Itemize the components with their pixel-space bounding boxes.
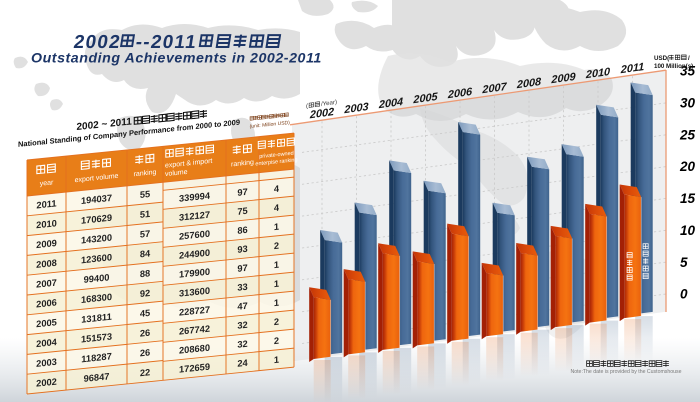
svg-text:1: 1 [274, 222, 279, 232]
svg-text:2009: 2009 [36, 238, 57, 250]
svg-text:2007: 2007 [36, 278, 57, 290]
svg-text:2: 2 [274, 241, 279, 251]
svg-text:51: 51 [140, 209, 150, 220]
svg-text:339994: 339994 [179, 191, 211, 204]
svg-text:143200: 143200 [81, 232, 112, 245]
svg-text:2011: 2011 [620, 61, 644, 76]
svg-text:2004: 2004 [36, 337, 57, 349]
svg-text:private-owned: private-owned [259, 151, 293, 160]
svg-text:170629: 170629 [81, 213, 112, 226]
svg-text:4: 4 [274, 203, 280, 214]
svg-text:0: 0 [680, 287, 688, 302]
svg-text:179900: 179900 [179, 267, 210, 280]
svg-text:enterpise ranking: enterpise ranking [255, 157, 297, 167]
svg-text:118287: 118287 [81, 351, 111, 364]
svg-text:4: 4 [274, 184, 280, 195]
svg-text:ranking: ranking [231, 159, 254, 168]
svg-text:(: ( [306, 103, 308, 110]
svg-text:export volume: export volume [75, 173, 119, 184]
svg-text:15: 15 [680, 191, 696, 206]
svg-text:2003: 2003 [36, 357, 57, 369]
svg-text:22: 22 [140, 367, 150, 378]
svg-text:97: 97 [237, 263, 247, 274]
svg-text:/Year): /Year) [321, 99, 337, 108]
svg-text:168300: 168300 [81, 292, 112, 305]
svg-text:2002: 2002 [72, 32, 122, 53]
svg-text:93: 93 [237, 244, 247, 255]
svg-text:2009: 2009 [550, 71, 576, 87]
svg-text:year: year [40, 179, 54, 187]
svg-text:194037: 194037 [81, 193, 112, 206]
svg-text:86: 86 [237, 225, 247, 236]
svg-text:(unit: Million USD): (unit: Million USD) [250, 120, 291, 130]
svg-text:208680: 208680 [179, 343, 210, 356]
svg-text:1: 1 [274, 279, 279, 289]
svg-text:volume: volume [165, 169, 188, 178]
svg-text:35: 35 [680, 64, 696, 79]
svg-text:32: 32 [237, 339, 247, 350]
svg-text:267742: 267742 [179, 324, 210, 337]
svg-text:2007: 2007 [481, 81, 507, 97]
svg-text:88: 88 [140, 268, 150, 279]
svg-text:USD(: USD( [654, 55, 670, 62]
svg-text:55: 55 [140, 189, 150, 200]
svg-text:2008: 2008 [516, 76, 542, 92]
svg-text:47: 47 [237, 301, 247, 312]
svg-text:45: 45 [140, 308, 150, 319]
svg-text:2002: 2002 [36, 377, 57, 389]
svg-text:2: 2 [274, 336, 279, 346]
svg-text:32: 32 [237, 320, 247, 331]
svg-text:2011: 2011 [36, 198, 56, 210]
svg-text:/: / [688, 55, 690, 62]
svg-text:Note:The date is provided by t: Note:The date is provided by the Customs… [570, 369, 681, 375]
svg-text:30: 30 [680, 96, 696, 111]
svg-text:2006: 2006 [36, 297, 57, 309]
svg-text:151573: 151573 [81, 331, 112, 344]
svg-text:312127: 312127 [179, 210, 210, 223]
svg-text:25: 25 [679, 127, 696, 142]
svg-text:ranking: ranking [134, 169, 157, 178]
svg-text:2008: 2008 [36, 258, 57, 270]
svg-text:96847: 96847 [84, 371, 110, 384]
svg-text:24: 24 [237, 358, 248, 369]
svg-text:33: 33 [237, 282, 247, 293]
svg-text:244900: 244900 [179, 248, 210, 261]
svg-text:26: 26 [140, 328, 150, 339]
svg-text:10: 10 [680, 223, 696, 238]
svg-text:2002: 2002 [309, 106, 334, 121]
svg-text:228727: 228727 [179, 305, 210, 318]
svg-text:5: 5 [680, 255, 688, 270]
svg-text:1: 1 [274, 260, 279, 270]
svg-text:2006: 2006 [447, 86, 473, 102]
svg-text:172659: 172659 [179, 362, 210, 375]
svg-text:1: 1 [274, 298, 279, 308]
svg-text:99400: 99400 [84, 272, 110, 285]
svg-text:313600: 313600 [179, 286, 210, 299]
svg-text:131811: 131811 [81, 312, 111, 325]
svg-text:26: 26 [140, 347, 150, 358]
svg-text:84: 84 [140, 248, 151, 259]
svg-text:--2011: --2011 [134, 32, 198, 53]
svg-text:2005: 2005 [412, 91, 438, 107]
svg-text:123600: 123600 [81, 252, 112, 265]
svg-text:2: 2 [274, 317, 279, 327]
svg-text:75: 75 [237, 206, 247, 217]
svg-text:1: 1 [274, 355, 279, 365]
svg-text:2003: 2003 [343, 101, 368, 116]
svg-text:92: 92 [140, 288, 150, 299]
svg-text:export & import: export & import [165, 158, 212, 170]
svg-text:2010: 2010 [36, 218, 57, 230]
svg-text:2010: 2010 [585, 66, 610, 81]
svg-text:Outstanding Achievements in 20: Outstanding Achievements in 2002-2011 [31, 51, 322, 67]
svg-text:257600: 257600 [179, 229, 210, 242]
svg-text:2005: 2005 [36, 317, 57, 329]
svg-text:97: 97 [237, 187, 247, 198]
svg-text:20: 20 [679, 159, 696, 174]
svg-text:57: 57 [140, 229, 150, 240]
svg-text:100 Million(s): 100 Million(s) [654, 63, 693, 70]
svg-text:2004: 2004 [378, 96, 403, 111]
